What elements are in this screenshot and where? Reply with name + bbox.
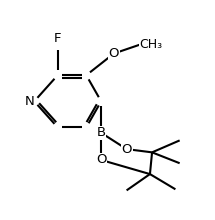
Text: N: N bbox=[25, 95, 34, 108]
Text: O: O bbox=[109, 47, 119, 60]
Text: B: B bbox=[97, 126, 106, 139]
Text: O: O bbox=[121, 143, 132, 156]
Text: F: F bbox=[54, 32, 61, 45]
Text: O: O bbox=[96, 154, 106, 167]
Text: CH₃: CH₃ bbox=[139, 38, 163, 51]
